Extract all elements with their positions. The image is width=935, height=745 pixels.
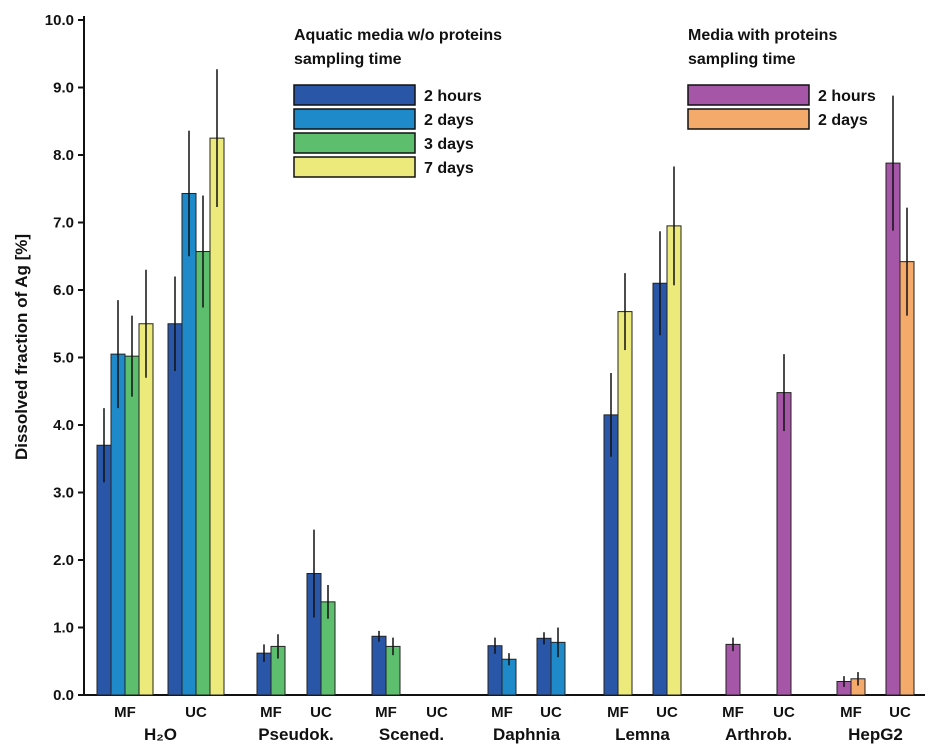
bars-layer (96, 69, 915, 696)
group-label: Pseudok. (258, 725, 334, 744)
group-label: Lemna (615, 725, 670, 744)
bar (666, 225, 682, 696)
legends: Aquatic media w/o proteins sampling time 2… (293, 27, 876, 178)
legend-title: Media with proteins (688, 27, 837, 44)
bar (124, 355, 140, 696)
subgroup-label: UC (889, 704, 911, 721)
bar (138, 323, 154, 696)
legend-swatch (687, 108, 810, 130)
bar (725, 643, 741, 696)
subgroup-label: UC (426, 704, 448, 721)
subgroup-label: MF (840, 704, 862, 721)
y-tick-label: 8.0 (53, 147, 74, 164)
y-tick-label: 10.0 (45, 12, 74, 29)
subgroup-label: MF (722, 704, 744, 721)
subgroup-label: MF (491, 704, 513, 721)
legend-title: Aquatic media w/o proteins (294, 27, 502, 44)
y-tick-label: 1.0 (53, 620, 74, 637)
bar (536, 637, 552, 696)
group-label: HepG2 (848, 725, 903, 744)
bar (652, 282, 668, 696)
group-label: H₂O (144, 725, 177, 744)
subgroup-label: UC (310, 704, 332, 721)
subgroup-label: UC (185, 704, 207, 721)
legend-swatch (293, 156, 416, 178)
subgroup-label: UC (656, 704, 678, 721)
bar (96, 444, 112, 696)
y-tick-label: 0.0 (53, 687, 74, 704)
legend-label: 3 days (424, 136, 474, 153)
x-axis-labels: MF UC H₂O MF UC Pseudok. MF UC Scened. MF UC Daphni… (114, 704, 911, 744)
subgroup-label: UC (773, 704, 795, 721)
legend-swatch (687, 84, 810, 106)
group-label: Daphnia (493, 725, 561, 744)
group-label: Arthrob. (725, 725, 792, 744)
subgroup-label: MF (607, 704, 629, 721)
legend-label: 2 days (424, 112, 474, 129)
bar (885, 162, 901, 696)
subgroup-label: UC (540, 704, 562, 721)
y-axis-label: Dissolved fraction of Ag [%] (12, 234, 31, 460)
bar (195, 251, 211, 696)
subgroup-label: MF (375, 704, 397, 721)
y-tick-label: 4.0 (53, 417, 74, 434)
legend-label: 7 days (424, 160, 474, 177)
legend-swatch (293, 84, 416, 106)
y-tick-label: 3.0 (53, 485, 74, 502)
y-tick-label: 7.0 (53, 215, 74, 232)
subgroup-label: MF (114, 704, 136, 721)
y-tick-label: 5.0 (53, 350, 74, 367)
bar (167, 323, 183, 696)
legend-label: 2 hours (818, 88, 876, 105)
group-label: Scened. (379, 725, 444, 744)
bar (371, 635, 387, 696)
legend-swatch (293, 132, 416, 154)
legend-title: sampling time (294, 51, 402, 68)
legend-label: 2 days (818, 112, 868, 129)
bar (899, 261, 915, 696)
bar (209, 137, 225, 696)
y-tick-label: 9.0 (53, 80, 74, 97)
y-tick-label: 6.0 (53, 282, 74, 299)
bar (776, 392, 792, 696)
bar (181, 192, 197, 696)
bar (617, 311, 633, 696)
bar (603, 414, 619, 696)
legend-label: 2 hours (424, 88, 482, 105)
legend-title: sampling time (688, 51, 796, 68)
legend-swatch (293, 108, 416, 130)
subgroup-label: MF (260, 704, 282, 721)
y-tick-label: 2.0 (53, 552, 74, 569)
